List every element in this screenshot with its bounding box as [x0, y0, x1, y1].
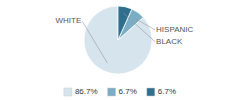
legend-label: 6.7% [119, 87, 137, 96]
leader-line [124, 13, 155, 41]
pie [84, 6, 152, 74]
chart: WHITE HISPANIC BLACK 86.7% 6.7% 6.7% [0, 0, 240, 100]
annotation: HISPANIC [156, 25, 193, 34]
legend-swatch [147, 88, 155, 96]
legend-item: 86.7% [64, 87, 98, 96]
legend-item: 6.7% [108, 87, 137, 96]
leader-line [134, 18, 155, 30]
legend-label: 86.7% [75, 87, 98, 96]
legend: 86.7% 6.7% 6.7% [64, 87, 176, 96]
legend-swatch [108, 88, 116, 96]
annotation: BLACK [156, 37, 183, 46]
annotations: WHITE HISPANIC BLACK [55, 13, 193, 63]
leader-line [82, 21, 107, 63]
legend-item: 6.7% [147, 87, 176, 96]
annotation: WHITE [55, 16, 81, 25]
pie-slice [118, 6, 132, 40]
legend-swatch [64, 88, 72, 96]
legend-label: 6.7% [158, 87, 176, 96]
pie-slice [84, 6, 152, 74]
